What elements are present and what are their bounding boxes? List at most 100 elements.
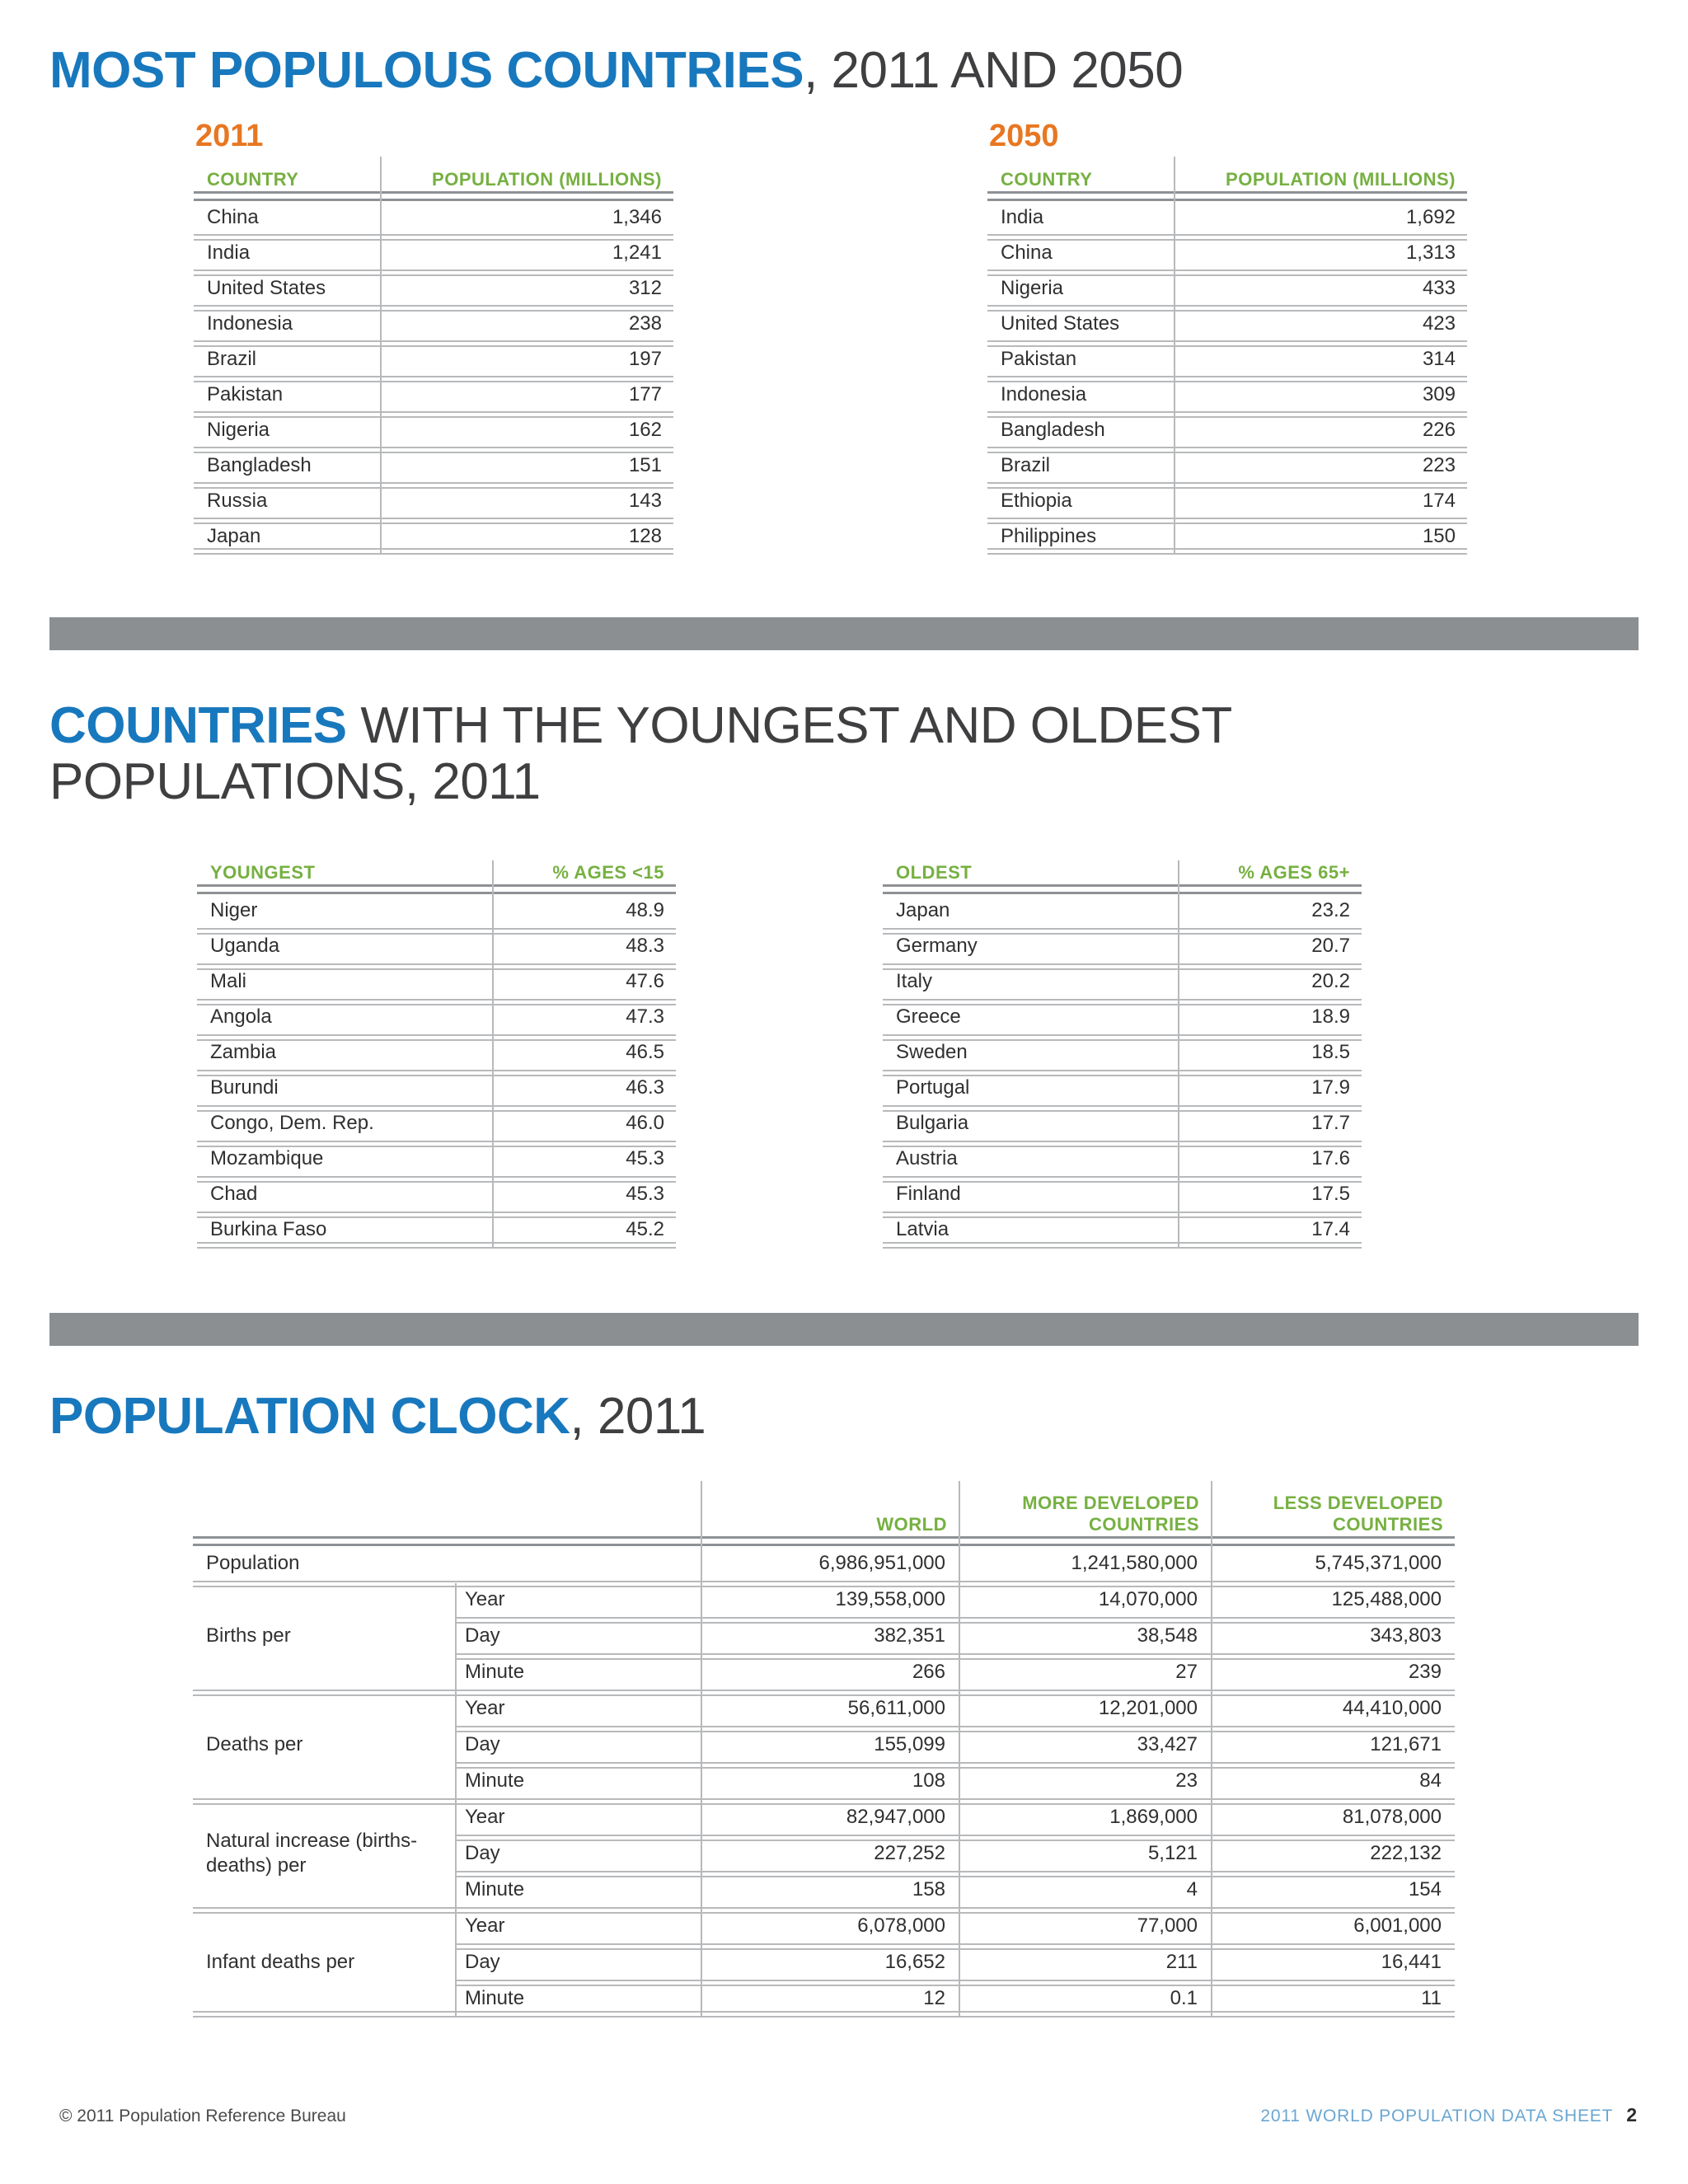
value-cell: 1,313 xyxy=(1174,234,1467,271)
header-spacer xyxy=(193,1480,701,1547)
sub-label: Year xyxy=(455,1906,701,1944)
table-row: Infant deaths per Year 6,078,000 77,000 6,00… xyxy=(193,1906,1455,2018)
table-row: Bulgaria 17.7 xyxy=(883,1104,1362,1141)
sub-label: Day xyxy=(455,1943,701,1980)
country-cell: Bangladesh xyxy=(987,411,1174,448)
column-header-pct-under15: % AGES <15 xyxy=(492,860,676,895)
country-cell: Burundi xyxy=(197,1069,492,1106)
value-cell: 27 xyxy=(959,1652,1211,1690)
table-row: Natural increase (births-deaths) per Year… xyxy=(193,1797,1455,1908)
column-header-more-developed: MORE DEVELOPED COUNTRIES xyxy=(959,1480,1211,1547)
country-cell: Uganda xyxy=(197,927,492,964)
country-cell: Indonesia xyxy=(194,305,380,342)
section-title-youngest-oldest: COUNTRIES WITH THE YOUNGEST AND OLDEST P… xyxy=(49,698,1253,810)
value-cell: 17.5 xyxy=(1178,1175,1362,1212)
datasheet-title: 2011 WORLD POPULATION DATA SHEET xyxy=(1260,2107,1614,2125)
table-row: Brazil 197 xyxy=(194,340,673,377)
country-cell: United States xyxy=(194,269,380,307)
country-cell: Latvia xyxy=(883,1211,1178,1249)
value-cell: 18.9 xyxy=(1178,998,1362,1035)
column-header-world: WORLD xyxy=(701,1480,959,1547)
value-cell: 227,252 xyxy=(701,1834,959,1872)
column-header-country: COUNTRY xyxy=(194,166,380,201)
table-row: Sweden 18.5 xyxy=(883,1033,1362,1071)
sub-label: Year xyxy=(455,1689,701,1727)
value-cell: 223 xyxy=(1174,447,1467,484)
group-label: Infant deaths per xyxy=(193,1906,455,2018)
value-cell: 162 xyxy=(380,411,673,448)
value-cell: 6,986,951,000 xyxy=(818,1552,945,1574)
table-row: Minute 158 4 154 xyxy=(193,1870,1455,1908)
table-row: Day 227,252 5,121 222,132 xyxy=(193,1834,1455,1872)
country-cell: Austria xyxy=(883,1140,1178,1177)
value-cell: 5,745,371,000 xyxy=(1315,1552,1442,1574)
header-row: OLDEST % AGES 65+ xyxy=(883,860,1362,895)
title-accent: POPULATION CLOCK xyxy=(49,1387,570,1445)
row-label: Population xyxy=(206,1552,300,1574)
table-row: Chad 45.3 xyxy=(197,1175,676,1212)
table-row: Indonesia 238 xyxy=(194,305,673,342)
oldest-table: OLDEST % AGES 65+ Japan 23.2 Germany 20.7 It… xyxy=(883,860,1362,1249)
country-cell: Angola xyxy=(197,998,492,1035)
table-row: Finland 17.5 xyxy=(883,1175,1362,1212)
country-cell: Greece xyxy=(883,998,1178,1035)
section-title-population-clock: POPULATION CLOCK, 2011 xyxy=(49,1387,1639,1445)
sub-label: Minute xyxy=(455,1761,701,1799)
value-cell: 343,803 xyxy=(1211,1616,1455,1654)
year-label-2050: 2050 xyxy=(989,119,1059,154)
country-cell: Italy xyxy=(883,963,1178,1000)
country-cell: Pakistan xyxy=(194,376,380,413)
value-cell: 46.3 xyxy=(492,1069,676,1106)
table-row: Russia 143 xyxy=(194,482,673,519)
country-cell: Mali xyxy=(197,963,492,1000)
value-cell: 12 xyxy=(701,1979,959,2018)
value-cell: 56,611,000 xyxy=(701,1689,959,1727)
title-rest: , 2011 xyxy=(570,1387,706,1445)
value-cell: 314 xyxy=(1174,340,1467,377)
sub-label: Minute xyxy=(455,1870,701,1908)
table-row: Births per Year 139,558,000 14,070,000 125,4… xyxy=(193,1580,1455,1690)
value-cell: 222,132 xyxy=(1211,1834,1455,1872)
age-tables-row: YOUNGEST % AGES <15 Niger 48.9 Uganda 48.3 M… xyxy=(197,860,1639,1249)
value-cell: 239 xyxy=(1211,1652,1455,1690)
country-cell: Chad xyxy=(197,1175,492,1212)
value-cell: 81,078,000 xyxy=(1211,1797,1455,1835)
country-cell: China xyxy=(207,205,259,228)
value-cell: 312 xyxy=(380,269,673,307)
value-cell: 20.7 xyxy=(1178,927,1362,964)
table-row: Bangladesh 226 xyxy=(987,411,1467,448)
country-cell: Pakistan xyxy=(987,340,1174,377)
table-row: Day 16,652 211 16,441 xyxy=(193,1943,1455,1980)
value-cell: 16,652 xyxy=(701,1943,959,1980)
sub-label: Minute xyxy=(455,1652,701,1690)
header-row: WORLD MORE DEVELOPED COUNTRIES LESS DEVE… xyxy=(193,1480,1455,1547)
country-cell: India xyxy=(194,234,380,271)
value-cell: 12,201,000 xyxy=(959,1689,1211,1727)
value-cell: 1,692 xyxy=(1405,205,1456,228)
column-header-country: COUNTRY xyxy=(987,166,1174,201)
sub-label: Day xyxy=(455,1725,701,1763)
value-cell: 154 xyxy=(1211,1870,1455,1908)
table-row: Italy 20.2 xyxy=(883,963,1362,1000)
table-row: Congo, Dem. Rep. 46.0 xyxy=(197,1104,676,1141)
country-cell: China xyxy=(987,234,1174,271)
value-cell: 423 xyxy=(1174,305,1467,342)
youngest-block: YOUNGEST % AGES <15 Niger 48.9 Uganda 48.3 M… xyxy=(197,860,676,1249)
table-row: Burundi 46.3 xyxy=(197,1069,676,1106)
country-cell: United States xyxy=(987,305,1174,342)
value-cell: 6,001,000 xyxy=(1211,1906,1455,1944)
column-header-oldest: OLDEST xyxy=(883,860,1178,895)
table-row: United States 312 xyxy=(194,269,673,307)
value-cell: 128 xyxy=(380,518,673,555)
sub-label: Year xyxy=(455,1580,701,1618)
value-cell: 77,000 xyxy=(959,1906,1211,1944)
table-row: Minute 108 23 84 xyxy=(193,1761,1455,1799)
value-cell: 108 xyxy=(701,1761,959,1799)
table-row: Day 382,351 38,548 343,803 xyxy=(193,1616,1455,1654)
country-cell: Philippines xyxy=(987,518,1174,555)
vertical-rule xyxy=(1211,1480,1212,2018)
country-cell: Portugal xyxy=(883,1069,1178,1106)
value-cell: 6,078,000 xyxy=(701,1906,959,1944)
section-most-populous: MOST POPULOUS COUNTRIES, 2011 AND 2050 2… xyxy=(49,42,1639,555)
